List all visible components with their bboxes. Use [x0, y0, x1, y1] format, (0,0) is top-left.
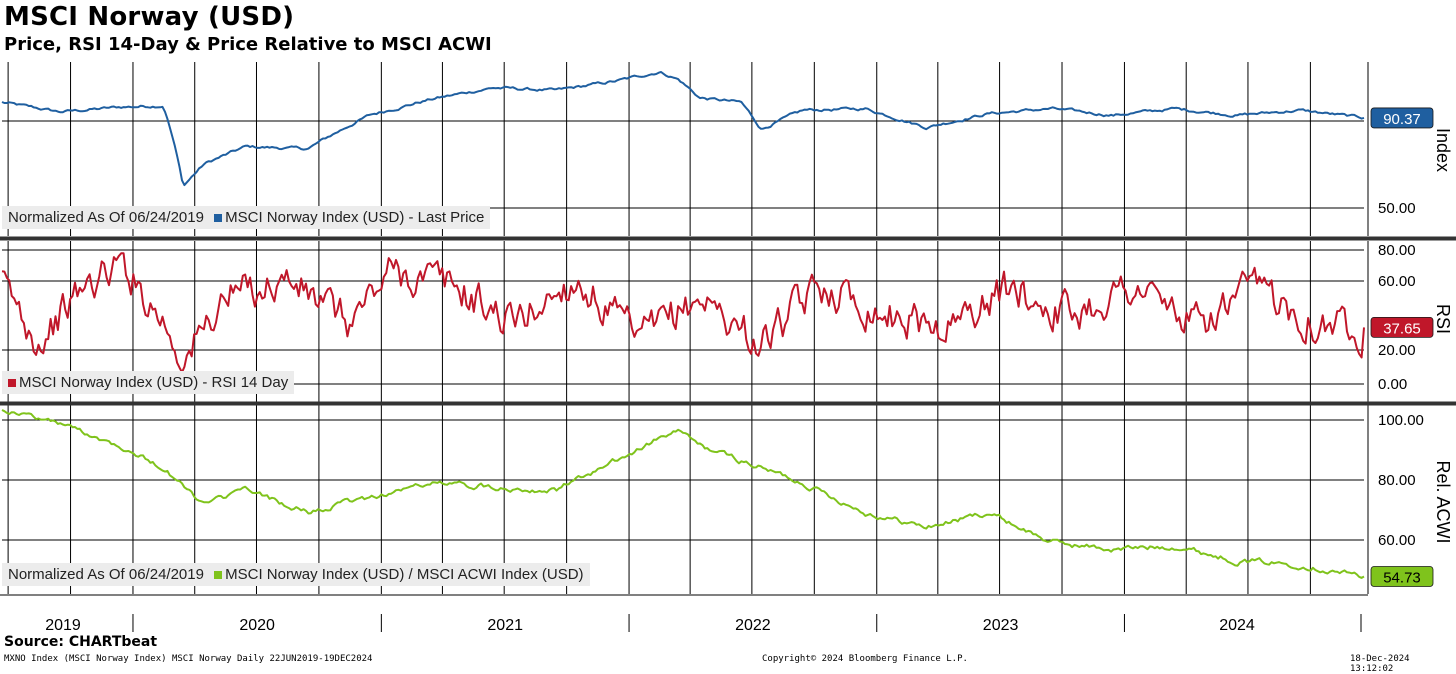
y-tick-label: 50.00	[1378, 200, 1416, 217]
y-tick-label: 80.00	[1378, 242, 1416, 259]
footer-right: 18-Dec-2024 13:12:02	[1350, 654, 1410, 674]
last-value-box	[1370, 566, 1434, 587]
x-tick-label: 2022	[735, 617, 771, 634]
rsi-legend-series: MSCI Norway Index (USD) - RSI 14 Day	[19, 374, 289, 391]
y-tick-label: 60.00	[1378, 273, 1416, 290]
last-value-box	[1370, 316, 1434, 338]
x-tick-label: 2020	[239, 617, 275, 634]
series-line-relative	[1, 409, 1365, 579]
price-legend-swatch	[214, 213, 223, 222]
last-value-label: 54.73	[1383, 569, 1421, 586]
y-axis-title: RSI	[1433, 304, 1453, 334]
price-legend: Normalized As Of 06/24/2019 MSCI Norway …	[2, 206, 491, 229]
x-tick-label: 2024	[1219, 617, 1255, 634]
source-note: Source: CHARTbeat	[4, 634, 158, 650]
y-tick-label: 60.00	[1378, 532, 1416, 549]
y-tick-label: 0.00	[1378, 376, 1407, 393]
y-axis-title: Rel. ACWI	[1433, 460, 1453, 543]
x-tick-label: 2023	[983, 617, 1019, 634]
rsi-legend-swatch	[8, 378, 16, 387]
relative-legend-series: MSCI Norway Index (USD) / MSCI ACWI Inde…	[225, 566, 584, 583]
x-tick-label: 2021	[487, 617, 523, 634]
price-legend-note: Normalized As Of 06/24/2019	[8, 209, 204, 226]
series-line-price	[1, 71, 1365, 187]
chart-subtitle: Price, RSI 14-Day & Price Relative to MS…	[4, 34, 492, 55]
footer-center: Copyright© 2024 Bloomberg Finance L.P.	[762, 654, 968, 664]
last-value-box	[1370, 107, 1434, 129]
price-legend-series: MSCI Norway Index (USD) - Last Price	[225, 209, 485, 226]
y-axis-title: Index	[1433, 128, 1453, 172]
y-tick-label: 100.00	[1378, 412, 1424, 429]
rsi-legend: MSCI Norway Index (USD) - RSI 14 Day	[2, 371, 295, 394]
last-value-label: 37.65	[1383, 320, 1421, 337]
y-tick-label: 20.00	[1378, 342, 1416, 359]
relative-legend-note: Normalized As Of 06/24/2019	[8, 566, 204, 583]
chart-title: MSCI Norway (USD)	[4, 2, 295, 32]
relative-legend: Normalized As Of 06/24/2019 MSCI Norway …	[2, 563, 590, 586]
x-tick-label: 2019	[45, 617, 81, 634]
y-tick-label: 80.00	[1378, 472, 1416, 489]
series-line-rsi	[1, 252, 1365, 374]
relative-legend-swatch	[214, 570, 223, 579]
last-value-label: 90.37	[1383, 111, 1421, 128]
footer-left: MXNO Index (MSCI Norway Index) MSCI Norw…	[4, 654, 373, 664]
